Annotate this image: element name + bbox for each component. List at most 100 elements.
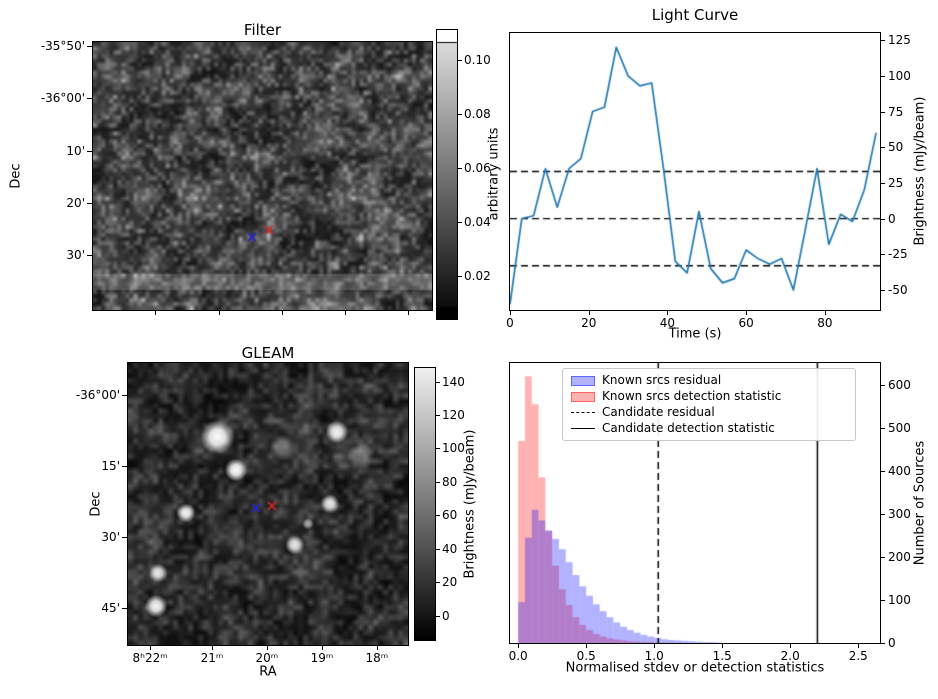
tick-mark [376,646,378,650]
tick-mark [518,644,520,648]
gleam-xlabel: RA [259,664,277,680]
tick-mark [881,218,885,220]
legend-label: Known srcs detection statistic [602,389,782,403]
tick-label: 0.08 [464,107,491,122]
tick-label: 20 [581,316,597,330]
tick-label: 400 [888,463,911,478]
filter-title: Filter [243,21,282,39]
tick-mark [458,60,462,62]
filter-colorbar [436,29,458,320]
tick-mark [436,381,440,383]
tick-label: 60 [442,507,458,522]
tick-mark [322,646,324,650]
tick-label: 0.02 [464,268,491,283]
tick-mark [436,514,440,516]
tick-label: 10' [66,144,85,159]
tick-label: 20ᵐ [255,651,279,665]
red-patch-icon [571,391,595,402]
tick-label: 20 [442,575,458,590]
tick-mark [87,255,92,257]
filter-image-canvas [92,41,433,311]
tick-mark [458,221,462,223]
tick-mark [436,616,440,618]
tick-mark [122,608,127,610]
tick-mark [746,311,748,315]
tick-label: 125 [888,33,911,48]
tick-mark [407,311,409,315]
tick-label: 40 [659,316,676,330]
tick-label: 0 [506,316,514,330]
tick-label: -35°50' [40,39,85,54]
tick-mark [881,427,885,429]
tick-mark [436,447,440,449]
tick-label: 2.0 [780,649,800,663]
tick-mark [436,415,440,417]
tick-mark [458,167,462,169]
tick-label: 0 [888,211,896,226]
tick-mark [122,465,127,467]
tick-mark [510,311,511,315]
tick-label: 40 [442,541,458,556]
tick-mark [881,40,885,42]
tick-mark [282,311,284,315]
tick-mark [881,111,885,113]
tick-label: 1.5 [712,649,732,663]
tick-label: 18ᵐ [365,651,389,665]
tick-label: 0.06 [464,160,491,175]
tick-mark [667,311,669,315]
tick-label: 45' [101,601,120,616]
tick-mark [150,646,152,650]
tick-mark [881,470,885,472]
tick-label: 100 [888,68,911,83]
tick-mark [344,311,346,315]
tick-mark [824,311,826,315]
tick-label: 21ᵐ [200,651,224,665]
tick-label: 30' [66,248,85,263]
tick-label: 300 [888,506,911,521]
legend-item-candidate-detection: Candidate detection statistic [571,422,847,435]
tick-label: 0.10 [464,53,491,68]
tick-mark [790,644,792,648]
tick-mark [436,481,440,483]
histogram-xlabel: Normalised stdev or detection statistics [565,660,825,676]
tick-mark [881,147,885,149]
tick-label: 20' [66,196,85,211]
tick-label: 80 [817,316,833,330]
gleam-title: GLEAM [241,344,295,362]
light-curve-xlabel: Time (s) [668,326,722,342]
tick-label: 0.5 [576,649,596,663]
tick-label: 30' [101,529,120,544]
tick-mark [436,548,440,550]
tick-label: 0 [442,609,450,624]
tick-mark [588,311,590,315]
tick-label: 15' [101,458,120,473]
tick-mark [87,203,92,205]
dashed-line-icon [571,412,595,413]
tick-label: 2.5 [848,649,868,663]
legend-label: Candidate residual [602,405,715,419]
blue-patch-icon [571,375,595,386]
tick-mark [858,644,860,648]
tick-mark [219,311,221,315]
tick-mark [881,384,885,386]
tick-mark [881,254,885,256]
tick-mark [87,46,92,48]
tick-mark [87,98,92,99]
legend-box: Known srcs residual Known srcs detection… [562,368,856,441]
light-curve-canvas [509,32,881,311]
tick-mark [155,311,157,315]
legend-item-known-residual: Known srcs residual [571,374,847,387]
tick-mark [722,644,724,648]
tick-label: 19ᵐ [310,651,334,665]
tick-mark [881,75,885,77]
tick-label: 200 [888,549,911,564]
tick-mark [458,114,462,116]
tick-label: -25 [888,247,908,262]
tick-label: 25 [888,175,904,190]
tick-mark [881,513,885,515]
tick-label: 75 [888,104,904,119]
gleam-colorbar [414,367,436,641]
tick-label: 100 [442,440,465,455]
tick-mark [881,599,885,601]
